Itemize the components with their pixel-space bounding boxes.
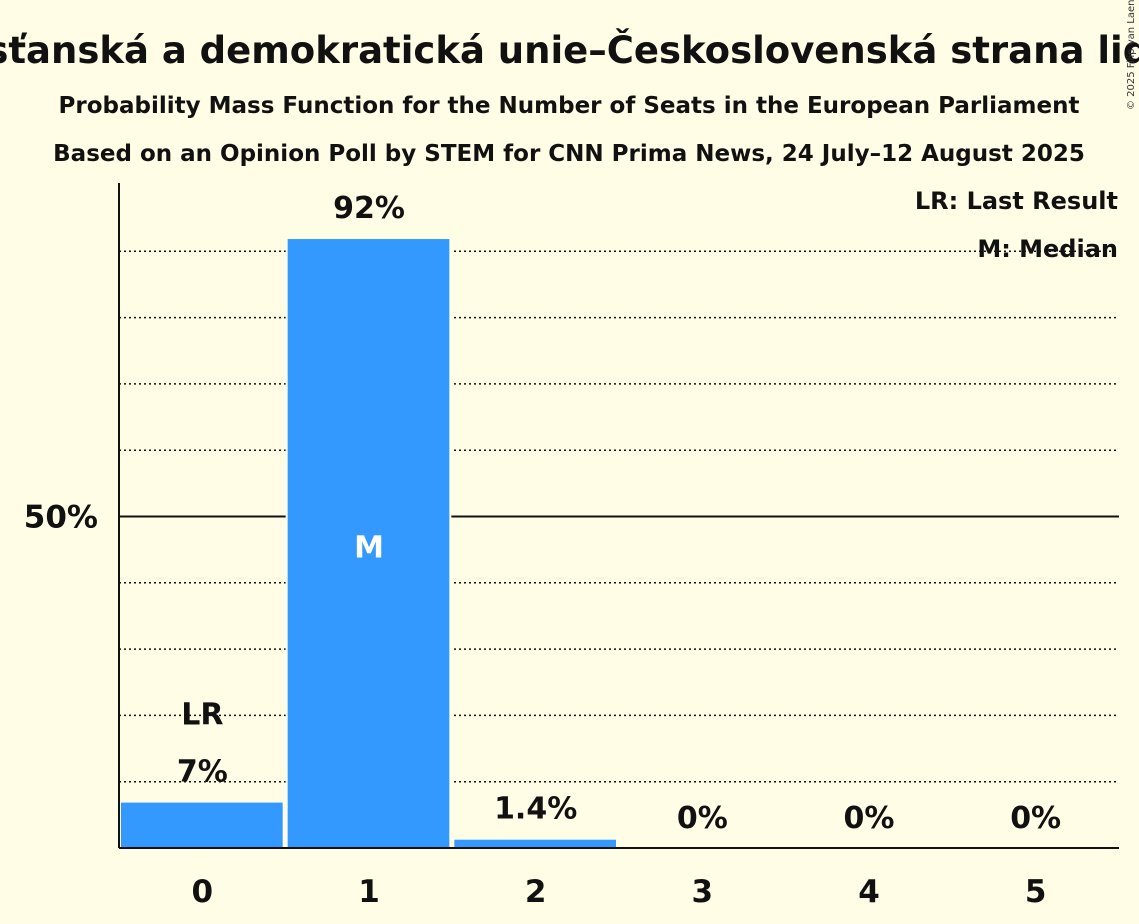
bars (119, 237, 619, 850)
last-result-marker: LR (181, 698, 223, 733)
value-label-4: 0% (844, 801, 895, 836)
copyright-notice: © 2025 Filip van Laenen (1126, 0, 1137, 110)
bar-0 (119, 800, 285, 850)
value-label-3: 0% (677, 801, 728, 836)
bar-1 (285, 237, 452, 850)
legend-median: M: Median (977, 235, 1118, 263)
legend-last-result: LR: Last Result (915, 187, 1118, 215)
value-label-1: 92% (333, 191, 405, 226)
x-tick-label-5: 5 (1025, 874, 1047, 910)
x-tick-label-1: 1 (358, 874, 380, 910)
x-tick-label-0: 0 (192, 874, 214, 910)
value-label-2: 1.4% (494, 792, 577, 827)
chart-subtitle: Probability Mass Function for the Number… (59, 93, 1080, 119)
x-tick-labels: 0 1 2 3 4 5 (192, 874, 1047, 910)
x-tick-label-2: 2 (525, 874, 547, 910)
value-label-0: 7% (177, 755, 228, 790)
chart-subtitle-source: Based on an Opinion Poll by STEM for CNN… (53, 141, 1085, 167)
chart-title: Křesťanská a demokratická unie–Českoslov… (0, 28, 1139, 72)
value-label-5: 0% (1010, 801, 1061, 836)
gridlines (119, 250, 1119, 783)
y-tick-label-50: 50% (24, 500, 98, 536)
x-tick-label-4: 4 (858, 874, 880, 910)
bar-labels: 7% 92% 1.4% 0% 0% 0% LR M (177, 191, 1061, 836)
bar-2 (452, 837, 619, 850)
median-marker: M (354, 531, 384, 566)
x-tick-label-3: 3 (692, 874, 714, 910)
